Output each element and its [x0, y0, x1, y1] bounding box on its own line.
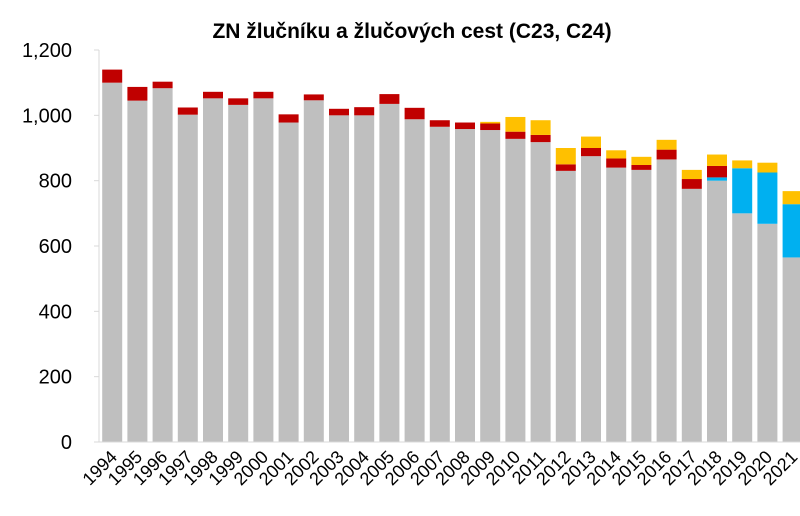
- bar-segment: [606, 167, 627, 442]
- bar-segment: [530, 120, 551, 135]
- bar-segment: [656, 139, 677, 150]
- bar-segment: [379, 94, 400, 104]
- bar-segment: [555, 170, 576, 442]
- bar-segment: [228, 98, 249, 105]
- bar-segment: [681, 169, 702, 180]
- bar-segment: [530, 134, 551, 143]
- bar-segment: [102, 69, 123, 83]
- bar-segment: [505, 131, 526, 139]
- y-tick-label: 1,200: [22, 40, 72, 62]
- bar-segment: [303, 94, 324, 101]
- bar-segment: [329, 108, 349, 116]
- bar-segment: [707, 154, 727, 166]
- y-tick-label: 400: [39, 301, 72, 323]
- bar-segment: [555, 164, 576, 171]
- bar-segment: [429, 126, 450, 443]
- bar-segment: [480, 123, 501, 131]
- bar-segment: [530, 142, 551, 442]
- bar-segment: [581, 136, 601, 148]
- bar-segment: [404, 107, 425, 120]
- bar-segment: [203, 91, 223, 99]
- bar-segment: [253, 91, 274, 99]
- y-tick-label: 1,000: [22, 105, 72, 127]
- bar-segment: [303, 100, 324, 442]
- bar-segment: [581, 148, 601, 157]
- bar-segment: [152, 88, 173, 442]
- bar-segment: [455, 129, 475, 442]
- bar-segment: [656, 159, 677, 442]
- bar-segment: [606, 150, 627, 159]
- bar-segment: [102, 82, 123, 443]
- y-tick-label: 600: [39, 236, 72, 258]
- bar-segment: [429, 120, 450, 127]
- bar-segment: [379, 103, 400, 443]
- bar-segment: [782, 204, 800, 258]
- bar-segment: [681, 179, 702, 189]
- bar-segment: [631, 156, 652, 165]
- bar-segment: [782, 257, 800, 442]
- bar-segment: [757, 162, 778, 173]
- bar-segment: [732, 168, 753, 214]
- bar-segment: [480, 121, 501, 124]
- bar-segment: [782, 191, 800, 205]
- bar-segment: [152, 81, 173, 89]
- bar-segment: [581, 156, 601, 442]
- y-tick-label: 800: [39, 171, 72, 193]
- bar-segment: [203, 98, 223, 442]
- bar-segment: [707, 177, 727, 181]
- bar-segment: [707, 165, 727, 178]
- bar-segment: [455, 122, 475, 130]
- chart-title: ZN žlučníku a žlučových cest (C23, C24): [212, 20, 611, 43]
- bar-segment: [354, 115, 375, 442]
- bar-segment: [505, 116, 526, 132]
- bar-segment: [127, 86, 148, 101]
- bar-segment: [555, 148, 576, 165]
- y-tick-label: 0: [61, 432, 72, 454]
- bar-segment: [278, 122, 299, 443]
- bar-segment: [732, 160, 753, 169]
- bar-segment: [177, 107, 198, 115]
- bar-segment: [253, 98, 274, 442]
- bar-segment: [354, 107, 375, 116]
- bar-segment: [127, 100, 148, 442]
- bar-segment: [631, 164, 652, 170]
- bar-segment: [656, 149, 677, 160]
- bar-segment: [707, 180, 727, 442]
- bar-segment: [228, 104, 249, 442]
- bar-segment: [404, 119, 425, 443]
- bar-segment: [606, 158, 627, 168]
- bar-segment: [480, 130, 501, 443]
- bar-segment: [681, 188, 702, 442]
- bar-segment: [278, 114, 299, 123]
- bar-segment: [757, 172, 778, 224]
- bar-segment: [631, 169, 652, 443]
- y-tick-label: 200: [39, 367, 72, 389]
- bar-segment: [732, 213, 753, 442]
- bar-segment: [757, 223, 778, 442]
- bar-segment: [505, 138, 526, 442]
- bar-segment: [329, 115, 349, 442]
- bar-segment: [177, 114, 198, 443]
